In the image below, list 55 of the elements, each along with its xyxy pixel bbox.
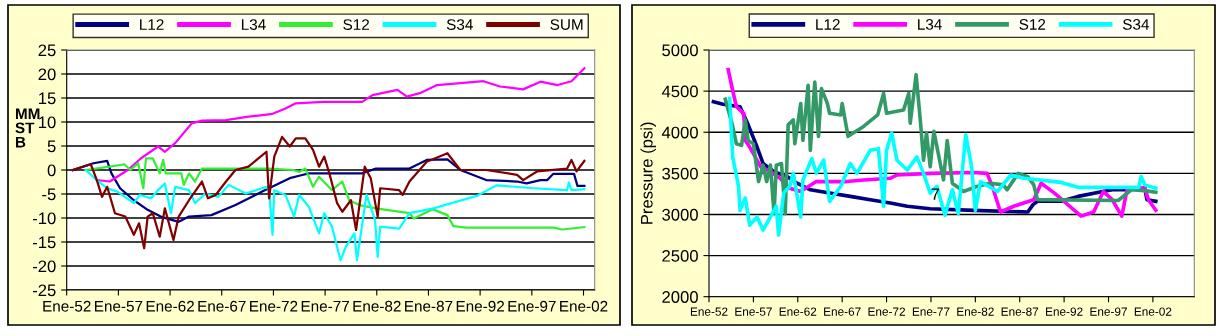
x-tick-label: Ene-92 [456,300,504,312]
x-tick-label: Ene-67 [198,300,246,312]
x-tick-label: Ene-72 [250,300,298,312]
legend-label: S34 [446,19,473,30]
legend-label: S34 [1122,19,1150,30]
line-series [727,96,1158,237]
legend-label: S12 [343,19,369,30]
y-tick-label: 5 [47,140,56,153]
x-tick-label: Ene-87 [1001,307,1039,316]
x-tick-label: Ene-52 [43,300,91,312]
x-tick-label: Ene-57 [735,307,772,316]
y-tick-label: -10 [32,212,56,225]
x-tick-label: Ene-77 [301,300,349,312]
y-tick-label: 15 [39,92,56,105]
y-tick-label: 2500 [662,249,698,262]
y-tick-label: 3000 [662,208,698,221]
y-tick-label: 20 [38,68,56,81]
y-tick-label: 10 [39,116,56,129]
x-tick-label: Ene-62 [146,300,194,312]
y-axis-title: MM ST B [15,108,40,148]
x-tick-label: Ene-97 [1090,307,1127,316]
x-tick-label: Ene-52 [690,307,728,316]
x-tick-label: Ene-97 [508,300,556,312]
x-tick-label: Ene-57 [95,300,143,312]
x-tick-label: Ene-92 [1046,307,1083,316]
x-tick-label: Ene-67 [824,307,861,316]
y-tick-label: 0 [47,164,56,177]
y-tick-label: 5000 [662,44,698,57]
x-tick-label: Ene-87 [405,300,453,312]
x-tick-label: Ene-77 [912,307,950,316]
x-tick-label: Ene-72 [868,307,905,316]
x-tick-label: Ene-82 [353,300,401,312]
x-tick-label: Ene-02 [560,300,608,312]
legend-label: L34 [918,19,942,30]
y-tick-label: 25 [38,44,56,57]
y-tick-label: 4500 [661,85,698,98]
line-series [71,135,586,250]
y-tick-label: 3500 [662,167,698,180]
line-series [84,168,586,262]
y-tick-label: -15 [32,236,56,249]
y-tick-label: -25 [32,284,56,297]
y-tick-label: 2000 [662,291,698,303]
legend-label: L34 [241,19,266,30]
y-tick-label: -5 [42,188,56,201]
x-tick-label: Ene-82 [957,307,994,316]
legend-label: L12 [816,19,840,30]
x-tick-label: Ene-02 [1134,307,1172,316]
line-series [95,67,586,183]
y-tick-label: -20 [32,260,56,273]
y-axis-title: Pressure (psi) [640,122,656,224]
legend-label: S12 [1019,19,1046,30]
x-tick-label: Ene-62 [779,307,817,316]
legend-label: L12 [140,19,164,30]
legend-label: SUM [550,19,583,30]
y-tick-label: 4000 [661,126,698,139]
